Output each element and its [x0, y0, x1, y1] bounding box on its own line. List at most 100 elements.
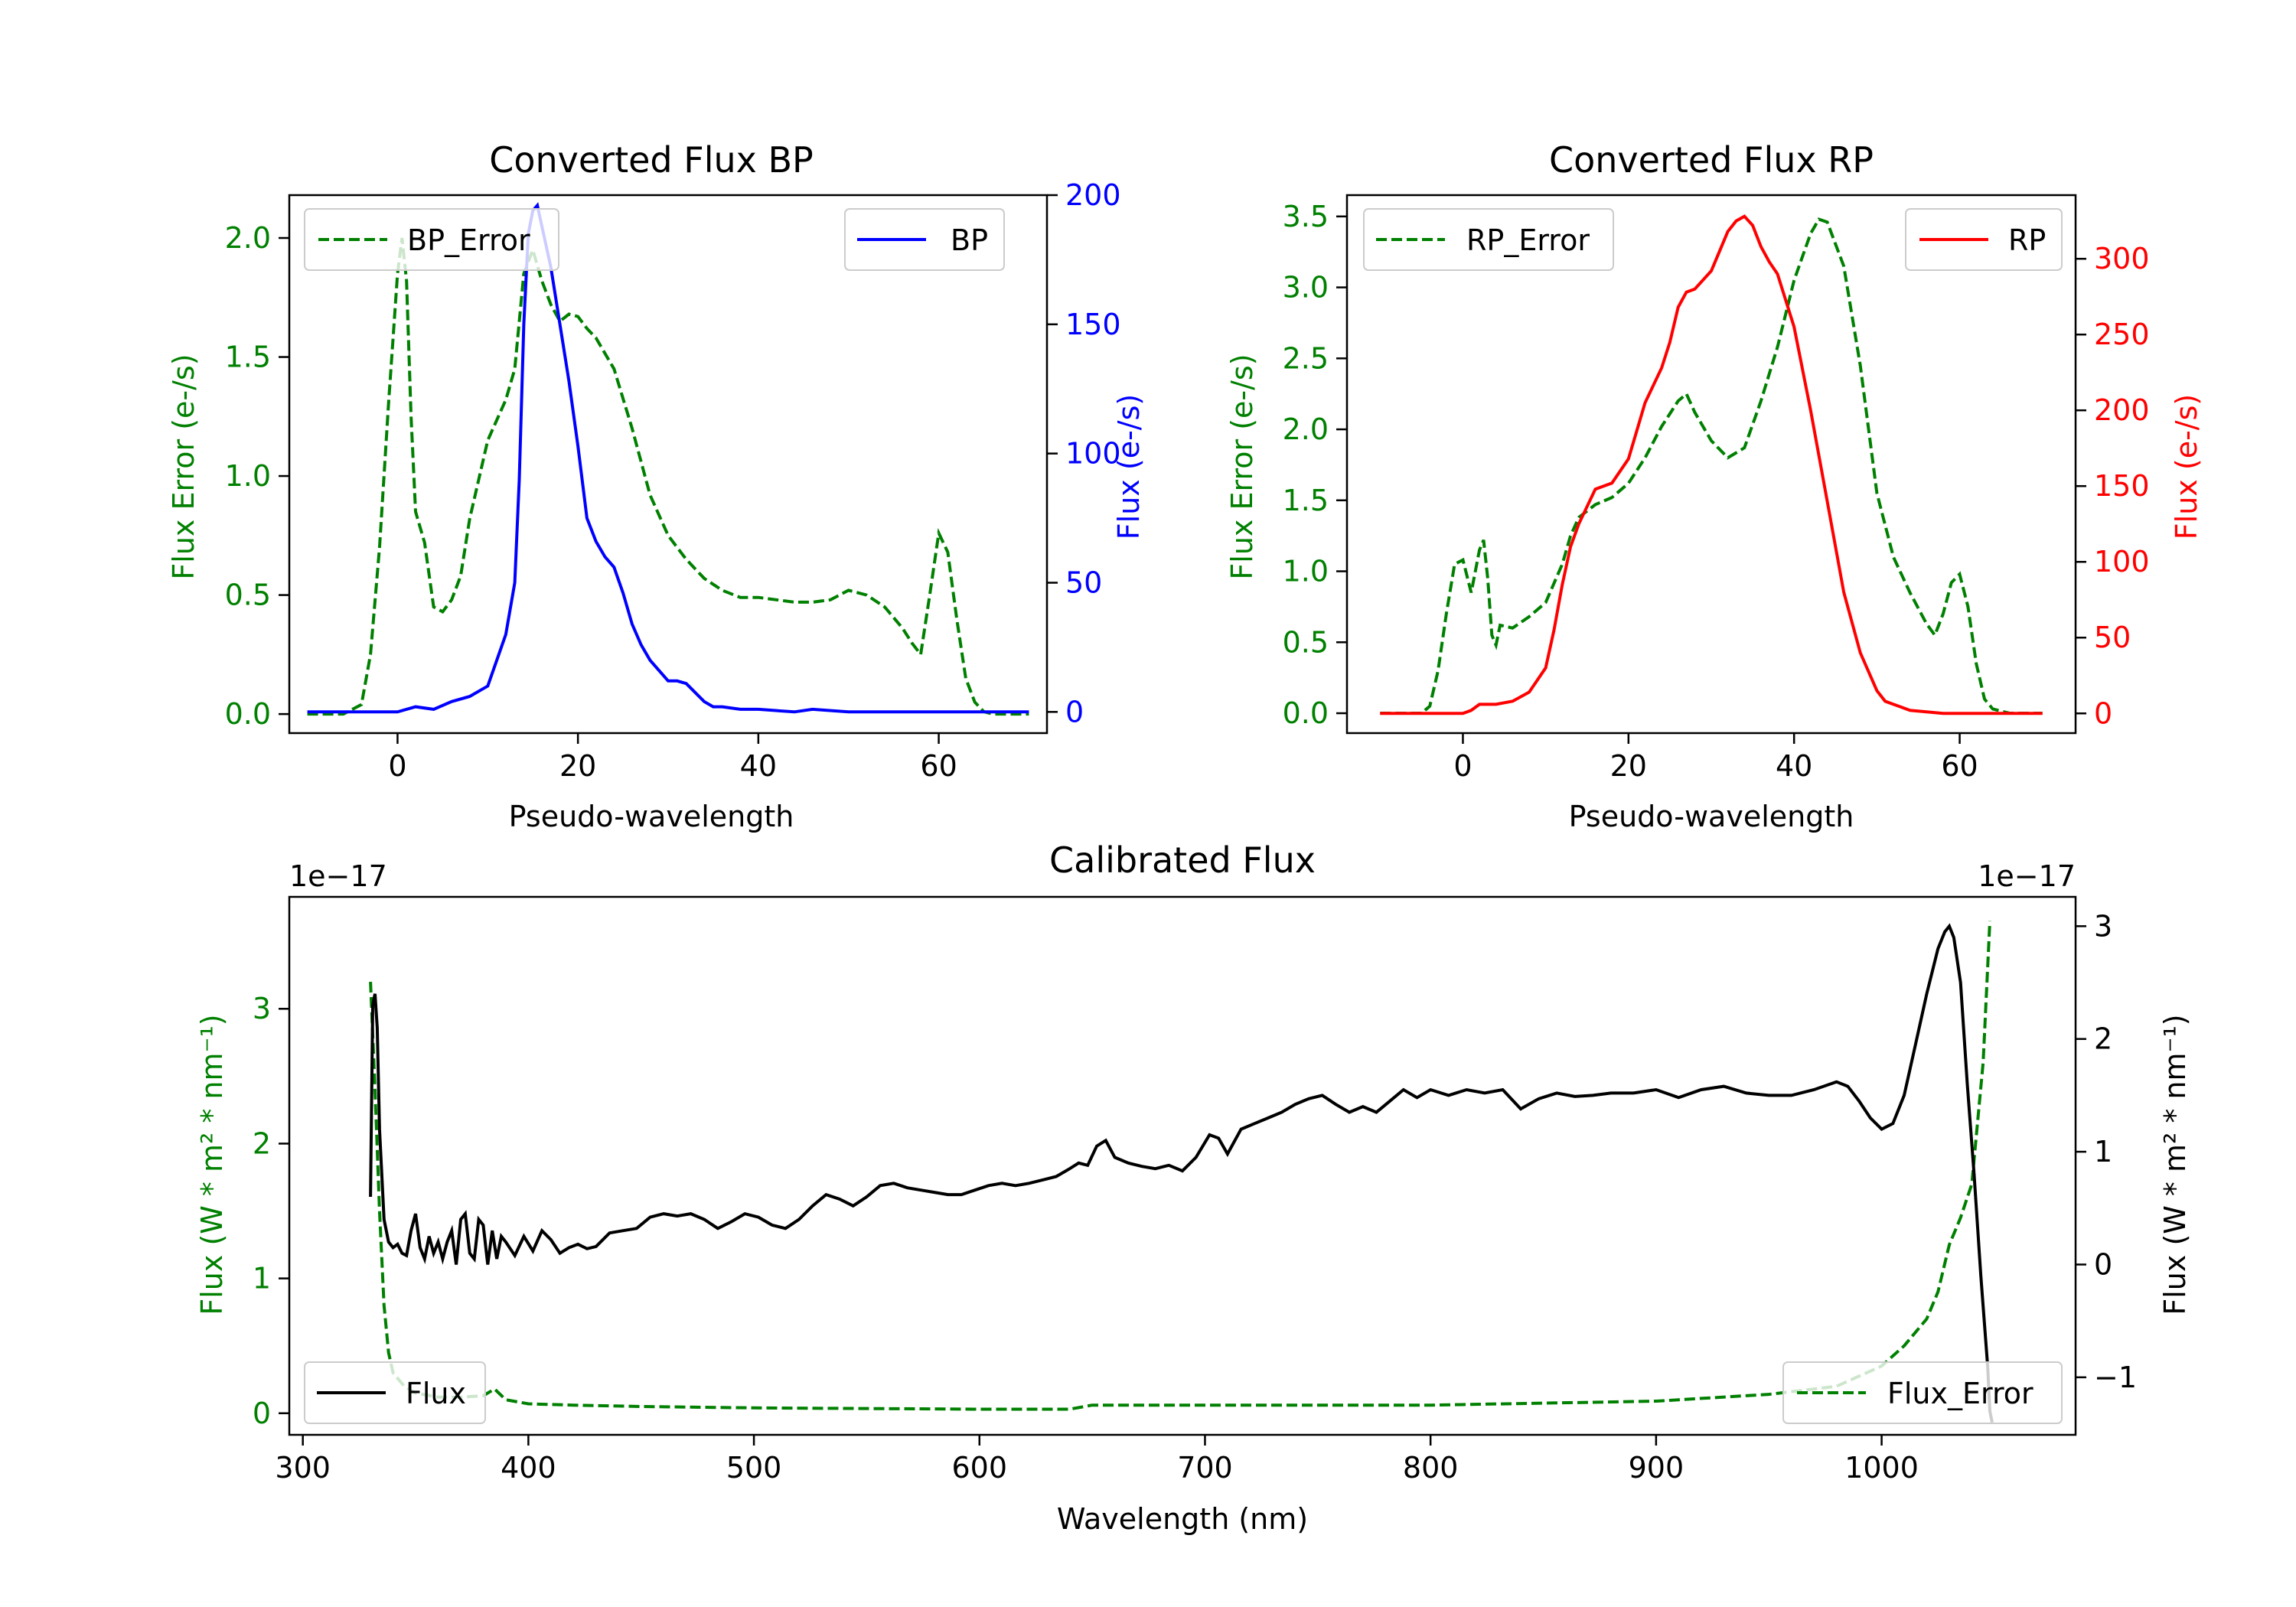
chart-rp-ytick-left-label: 2.0 — [1283, 412, 1329, 446]
chart-bp-ytick-right-label: 0 — [1065, 695, 1084, 729]
chart-rp-ytick-left-label: 1.0 — [1283, 555, 1329, 588]
chart-rp-xtick-label: 40 — [1776, 749, 1812, 783]
chart-rp-xtick-label: 60 — [1941, 749, 1978, 783]
chart-calib-xtick-label: 500 — [726, 1451, 782, 1485]
chart-calib-xtick-label: 600 — [952, 1451, 1008, 1485]
chart-calib-ylabel-left: Flux (W * m² * nm⁻¹) — [195, 1014, 229, 1315]
chart-calib-yticks-left: 0 1 2 3 — [253, 992, 289, 1430]
chart-bp-legend-right: BP — [844, 208, 1005, 271]
chart-calib-ylabel-right: Flux (W * m² * nm⁻¹) — [2158, 1014, 2192, 1315]
chart-bp-ytick-right-label: 100 — [1065, 437, 1121, 471]
chart-rp-ytick-left-label: 2.5 — [1283, 341, 1329, 375]
chart-rp-yticks-right: 0 50 100 150 200 250 300 — [2076, 242, 2150, 730]
chart-bp-ytick-left-label: 1.0 — [225, 459, 271, 493]
chart-rp-frame — [1345, 194, 2077, 735]
chart-rp-flux-line — [1380, 214, 2043, 715]
chart-bp-ytick-right-label: 200 — [1065, 178, 1121, 212]
chart-rp-ytick-left-label: 1.5 — [1283, 484, 1329, 517]
chart-rp-xlabel: Pseudo-wavelength — [1569, 800, 1854, 833]
chart-calib-ytick-left-label: 2 — [253, 1126, 271, 1160]
chart-rp-ytick-right-label: 250 — [2094, 318, 2150, 351]
chart-rp-ytick-left-label: 0.0 — [1283, 696, 1329, 730]
chart-bp-ylabel-left: Flux Error (e-/s) — [167, 354, 201, 579]
chart-calib-legend-right-label: Flux_Error — [1887, 1377, 2033, 1410]
chart-bp-yticks-left: 0.0 0.5 1.0 1.5 2.0 — [225, 221, 289, 731]
chart-rp-ylabel-left: Flux Error (e-/s) — [1225, 354, 1259, 579]
chart-calib-legend-right-box — [1782, 1361, 2063, 1424]
chart-rp-legend-left: RP_Error — [1363, 208, 1614, 271]
chart-rp-legend-left-label: RP_Error — [1466, 223, 1590, 257]
chart-bp-legend-right-label: BP — [951, 223, 988, 257]
chart-bp-legend-left: BP_Error — [304, 208, 559, 271]
chart-calib-frame — [288, 895, 2077, 1436]
chart-rp-legend-right-label: RP — [2008, 223, 2046, 257]
chart-rp-ytick-left-label: 3.0 — [1283, 271, 1329, 305]
chart-rp-error-line — [1380, 217, 2043, 715]
chart-bp-ytick-left-label: 2.0 — [225, 221, 271, 255]
chart-calib-xtick-label: 700 — [1177, 1451, 1233, 1485]
chart-calib-ytick-left-label: 0 — [253, 1397, 271, 1430]
chart-bp-legend-left-label: BP_Error — [407, 223, 530, 257]
chart-bp-ytick-right-label: 50 — [1065, 566, 1102, 599]
chart-calib-offset-right: 1e−17 — [1978, 859, 2076, 893]
chart-calib-ytick-right-label: 1 — [2094, 1135, 2112, 1169]
chart-calib-ytick-left-label: 3 — [253, 992, 271, 1025]
chart-bp-ytick-left-label: 0.0 — [225, 697, 271, 731]
chart-calib-legend-left-box — [304, 1361, 486, 1424]
chart-rp-ytick-right-label: 100 — [2094, 545, 2150, 579]
chart-rp-yticks-left: 0.0 0.5 1.0 1.5 2.0 2.5 3.0 3.5 — [1283, 200, 1347, 730]
chart-bp-title: Converted Flux BP — [489, 139, 814, 181]
chart-bp-xtick-label: 0 — [388, 749, 406, 783]
chart-rp-legend-right: RP — [1905, 208, 2063, 271]
chart-calib-title: Calibrated Flux — [1049, 839, 1316, 881]
chart-calib-ytick-right-label: 0 — [2094, 1247, 2112, 1281]
chart-rp-ytick-right-label: 50 — [2094, 621, 2131, 654]
chart-calib-ytick-left-label: 1 — [253, 1262, 271, 1296]
chart-calib-xtick-label: 800 — [1403, 1451, 1459, 1485]
chart-calib-xlabel: Wavelength (nm) — [1057, 1502, 1308, 1536]
chart-calib-legend-right: Flux_Error — [1782, 1361, 2063, 1424]
chart-bp-xtick-label: 20 — [559, 749, 596, 783]
chart-calib-xtick-label: 300 — [275, 1451, 331, 1485]
chart-bp-error-line — [307, 237, 1029, 716]
chart-calib-legend-left-label: Flux — [406, 1377, 466, 1410]
chart-calib-ytick-right-label: 3 — [2094, 909, 2112, 943]
chart-calib-offset-left: 1e−17 — [289, 859, 387, 893]
chart-rp-legend-left-box — [1363, 208, 1614, 271]
chart-rp-ytick-right-label: 200 — [2094, 393, 2150, 427]
chart-rp-ylabel-right: Flux (e-/s) — [2170, 394, 2203, 539]
chart-rp-xtick-label: 0 — [1453, 749, 1472, 783]
chart-calib-legend-left: Flux — [304, 1361, 486, 1424]
chart-calib-ytick-right-label: −1 — [2094, 1361, 2137, 1394]
chart-bp-xtick-label: 40 — [740, 749, 777, 783]
chart-bp: Converted Flux BP Pseudo-wavelength Flux… — [167, 139, 1146, 833]
chart-calib-xticks: 300 400 500 600 700 800 900 1000 — [275, 1435, 1919, 1485]
chart-bp-xticks: 0 20 40 60 — [388, 733, 957, 783]
chart-bp-yticks-right: 0 50 100 150 200 — [1047, 178, 1121, 729]
chart-rp-ytick-left-label: 0.5 — [1283, 625, 1329, 659]
chart-rp-title: Converted Flux RP — [1549, 139, 1874, 181]
chart-rp-xticks: 0 20 40 60 — [1453, 733, 1978, 783]
chart-bp-ytick-left-label: 0.5 — [225, 579, 271, 612]
chart-bp-ytick-right-label: 150 — [1065, 308, 1121, 341]
chart-rp-ytick-left-label: 3.5 — [1283, 200, 1329, 233]
chart-rp-ytick-right-label: 0 — [2094, 696, 2112, 730]
chart-rp-xtick-label: 20 — [1610, 749, 1647, 783]
chart-bp-frame — [288, 194, 1049, 735]
chart-calib-yticks-right: −1 0 1 2 3 — [2076, 909, 2137, 1394]
chart-calib-xtick-label: 1000 — [1844, 1451, 1919, 1485]
chart-bp-ylabel-right: Flux (e-/s) — [1112, 394, 1146, 539]
chart-rp: Converted Flux RP Pseudo-wavelength Flux… — [1225, 139, 2203, 833]
chart-rp-ytick-right-label: 300 — [2094, 242, 2150, 275]
chart-calib-xtick-label: 400 — [501, 1451, 556, 1485]
chart-bp-ytick-left-label: 1.5 — [225, 341, 271, 374]
chart-bp-flux-line — [307, 202, 1029, 714]
chart-calib-flux-line — [369, 923, 1994, 1423]
chart-calib: Calibrated Flux 1e−17 1e−17 Wavelength (… — [195, 839, 2192, 1536]
chart-rp-ytick-right-label: 150 — [2094, 469, 2150, 503]
chart-bp-xtick-label: 60 — [920, 749, 957, 783]
chart-bp-xlabel: Pseudo-wavelength — [509, 800, 794, 833]
chart-calib-ytick-right-label: 2 — [2094, 1022, 2112, 1056]
chart-bp-legend-left-box — [304, 208, 559, 271]
